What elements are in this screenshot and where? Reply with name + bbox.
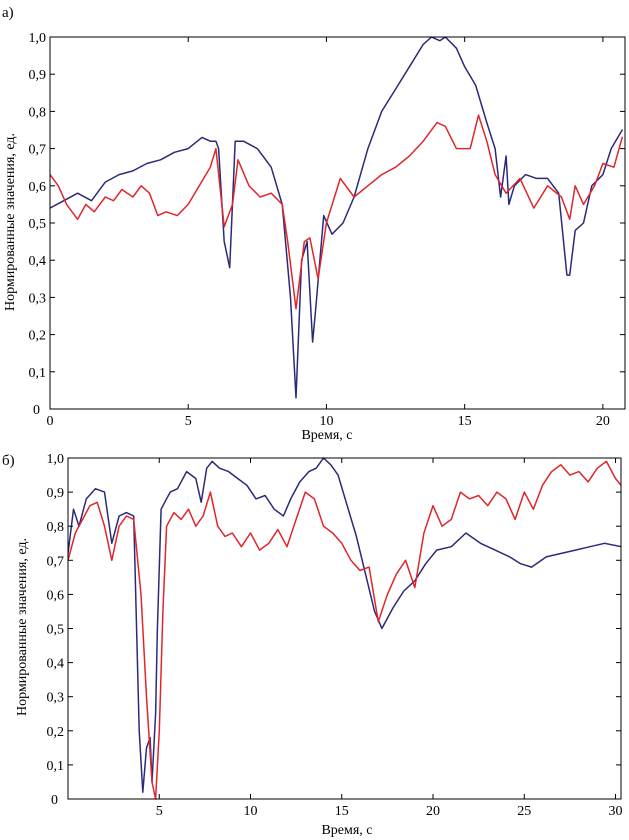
panel-a-x-tick-label: 20 xyxy=(596,414,610,429)
panel-a-y-tick-label: 0,8 xyxy=(29,105,47,120)
panel-b-y-tick-label: 0,7 xyxy=(47,554,65,569)
panel-a: а) 0,1 0,2 0,3 0,4 0,5 0,6 0,7 0,8 0,9 1,0 00 5 10 15… xyxy=(2,5,626,443)
panel-a-y-axis-title: Нормированные значения, ед. xyxy=(3,133,18,311)
panel-a-plot: 0,1 0,2 0,3 0,4 0,5 0,6 0,7 0,8 0,9 1,0 00 5 10 15 20 xyxy=(29,31,626,429)
panel-a-y-tick-label: 0,5 xyxy=(29,217,47,232)
panel-b-red-series-line xyxy=(68,460,621,800)
panel-b-y-axis-title: Нормированные значения, ед. xyxy=(15,538,30,716)
panel-a-y-tick-label: 0,3 xyxy=(29,291,47,306)
panel-b-series-group xyxy=(68,457,621,800)
panel-b-y-tick-label: 0,6 xyxy=(47,588,65,603)
panel-a-x-tick-label: 10 xyxy=(319,414,333,429)
panel-label-a: а) xyxy=(2,5,14,21)
panel-b-x-tick-label: 10 xyxy=(244,804,258,819)
panel-b-y-tick-label: 0,5 xyxy=(47,623,65,638)
panel-b-x-tick-label: 30 xyxy=(609,804,623,819)
panel-a-series-group xyxy=(50,36,623,399)
panel-a-y-tick-label: 0,7 xyxy=(29,143,47,158)
panel-a-y-tick-label: 0,1 xyxy=(29,366,47,381)
panel-b-x-axis-title: Время, с xyxy=(321,823,372,838)
panel-b-x-tick-label: 15 xyxy=(335,804,349,819)
panel-a-x-tick-label: 15 xyxy=(458,414,472,429)
panel-a-y-zero-label: 0 xyxy=(33,403,40,418)
panel-b-x-tick-label: 20 xyxy=(426,804,440,819)
panel-a-x-tick-label: 0 xyxy=(47,414,54,429)
panel-b-y-tick-label: 0,4 xyxy=(47,657,65,672)
panel-b-y-tick-label: 0,8 xyxy=(47,520,65,535)
panel-b-y-tick-label: 0,9 xyxy=(47,486,65,501)
panel-b-blue-series-line xyxy=(68,457,621,793)
panel-a-red-series-line xyxy=(50,114,623,310)
panel-b-y-tick-label: 0,2 xyxy=(47,725,65,740)
panel-a-x-tick-label: 5 xyxy=(185,414,192,429)
panel-a-plot-frame xyxy=(49,36,626,410)
panel-a-y-tick-label: 0,2 xyxy=(29,329,47,344)
panel-label-b: б) xyxy=(2,453,15,469)
panel-b-x-tick-label: 25 xyxy=(517,804,531,819)
panel-a-x-axis-title: Время, с xyxy=(301,428,352,443)
panel-b-y-zero-label: 0 xyxy=(51,793,58,808)
panel-b: б) 0,1 0,2 0,3 0,4 0,5 0,6 0,7 0,8 0,9 1,0 0 5 10 15 2… xyxy=(2,452,623,838)
panel-b-y-tick-label: 0,3 xyxy=(47,691,65,706)
panel-a-y-tick-label: 0,4 xyxy=(29,254,47,269)
panel-b-y-tick-label: 0,1 xyxy=(47,759,65,774)
panel-a-y-tick-label: 0,6 xyxy=(29,180,47,195)
panel-b-x-tick-label: 5 xyxy=(156,804,163,819)
panel-a-blue-series-line xyxy=(50,36,623,399)
panel-a-y-tick-label: 1,0 xyxy=(29,31,47,46)
panel-b-plot: 0,1 0,2 0,3 0,4 0,5 0,6 0,7 0,8 0,9 1,0 0 5 10 15 20 25… xyxy=(47,452,623,819)
panel-a-y-tick-label: 0,9 xyxy=(29,68,47,83)
panel-b-y-tick-label: 1,0 xyxy=(47,452,65,467)
